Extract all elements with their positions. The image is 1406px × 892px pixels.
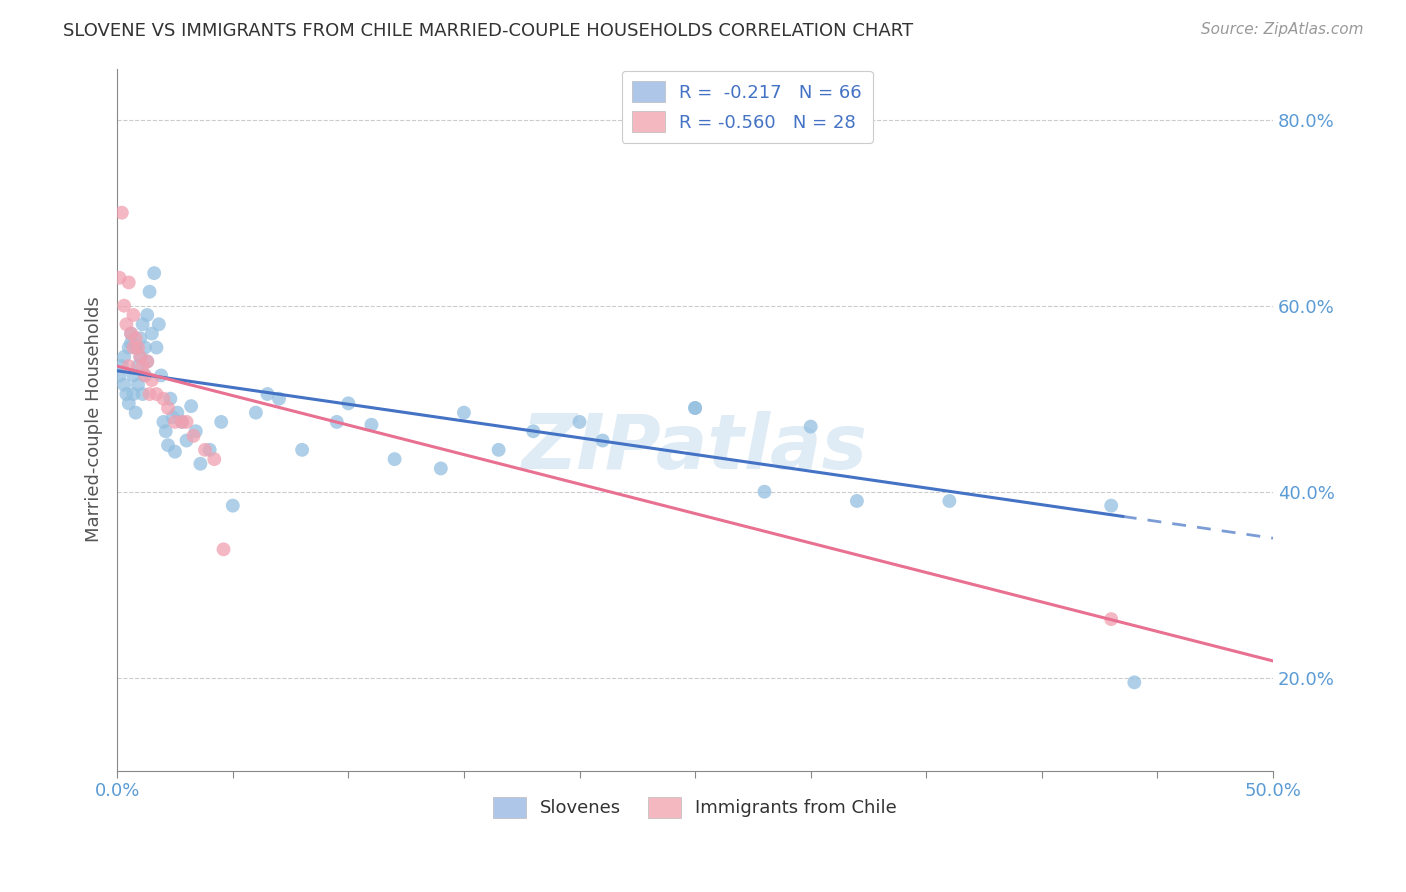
Point	[136, 354, 159, 368]
Point	[800, 419, 823, 434]
Point	[157, 438, 180, 452]
Point	[136, 308, 159, 322]
Point	[148, 318, 170, 332]
Point	[245, 406, 267, 420]
Point	[163, 444, 186, 458]
Point	[176, 434, 198, 448]
Point	[138, 285, 160, 299]
Point	[162, 410, 184, 425]
Point	[202, 452, 225, 467]
Point	[115, 318, 138, 332]
Point	[118, 359, 141, 373]
Point	[150, 368, 173, 383]
Point	[122, 308, 145, 322]
Point	[125, 406, 148, 420]
Point	[131, 359, 153, 373]
Point	[141, 373, 163, 387]
Point	[159, 392, 181, 406]
Point	[112, 377, 135, 392]
Point	[337, 396, 360, 410]
Point	[122, 368, 145, 383]
Point	[326, 415, 349, 429]
Point	[256, 387, 278, 401]
Point	[122, 341, 145, 355]
Point	[129, 331, 152, 345]
Point	[170, 415, 193, 429]
Text: ZIPatlas: ZIPatlas	[522, 410, 868, 484]
Point	[1123, 675, 1146, 690]
Point	[118, 341, 141, 355]
Point	[176, 415, 198, 429]
Point	[183, 429, 205, 443]
Point	[122, 387, 145, 401]
Point	[152, 415, 174, 429]
Text: SLOVENE VS IMMIGRANTS FROM CHILE MARRIED-COUPLE HOUSEHOLDS CORRELATION CHART: SLOVENE VS IMMIGRANTS FROM CHILE MARRIED…	[63, 22, 914, 40]
Point	[129, 350, 152, 364]
Point	[267, 392, 290, 406]
Point	[845, 494, 868, 508]
Point	[938, 494, 960, 508]
Point	[194, 442, 217, 457]
Point	[453, 406, 475, 420]
Point	[155, 424, 177, 438]
Point	[592, 434, 614, 448]
Point	[212, 542, 235, 557]
Point	[134, 368, 156, 383]
Point	[291, 442, 314, 457]
Point	[568, 415, 591, 429]
Point	[118, 396, 141, 410]
Point	[127, 377, 149, 392]
Point	[112, 299, 135, 313]
Point	[127, 341, 149, 355]
Point	[136, 354, 159, 368]
Point	[134, 368, 156, 383]
Point	[163, 415, 186, 429]
Point	[115, 387, 138, 401]
Point	[108, 368, 131, 383]
Point	[754, 484, 776, 499]
Point	[127, 359, 149, 373]
Point	[683, 401, 706, 415]
Point	[125, 341, 148, 355]
Point	[384, 452, 406, 467]
Text: Source: ZipAtlas.com: Source: ZipAtlas.com	[1201, 22, 1364, 37]
Point	[129, 350, 152, 364]
Point	[131, 318, 153, 332]
Point	[111, 359, 134, 373]
Point	[166, 406, 188, 420]
Point	[488, 442, 510, 457]
Point	[222, 499, 245, 513]
Point	[430, 461, 453, 475]
Point	[125, 331, 148, 345]
Point	[120, 326, 142, 341]
Point	[143, 266, 166, 280]
Point	[157, 401, 180, 415]
Point	[1099, 612, 1122, 626]
Point	[170, 415, 193, 429]
Point	[118, 276, 141, 290]
Point	[198, 442, 221, 457]
Point	[131, 387, 153, 401]
Point	[112, 350, 135, 364]
Point	[209, 415, 232, 429]
Point	[108, 270, 131, 285]
Point	[180, 399, 202, 413]
Point	[360, 417, 382, 432]
Point	[190, 457, 212, 471]
Point	[145, 341, 167, 355]
Point	[1099, 499, 1122, 513]
Point	[184, 424, 207, 438]
Point	[152, 392, 174, 406]
Y-axis label: Married-couple Households: Married-couple Households	[86, 297, 103, 542]
Point	[120, 335, 142, 350]
Point	[683, 401, 706, 415]
Point	[141, 326, 163, 341]
Point	[111, 205, 134, 219]
Point	[120, 326, 142, 341]
Point	[134, 341, 156, 355]
Legend: Slovenes, Immigrants from Chile: Slovenes, Immigrants from Chile	[486, 789, 904, 825]
Point	[522, 424, 544, 438]
Point	[145, 387, 167, 401]
Point	[138, 387, 160, 401]
